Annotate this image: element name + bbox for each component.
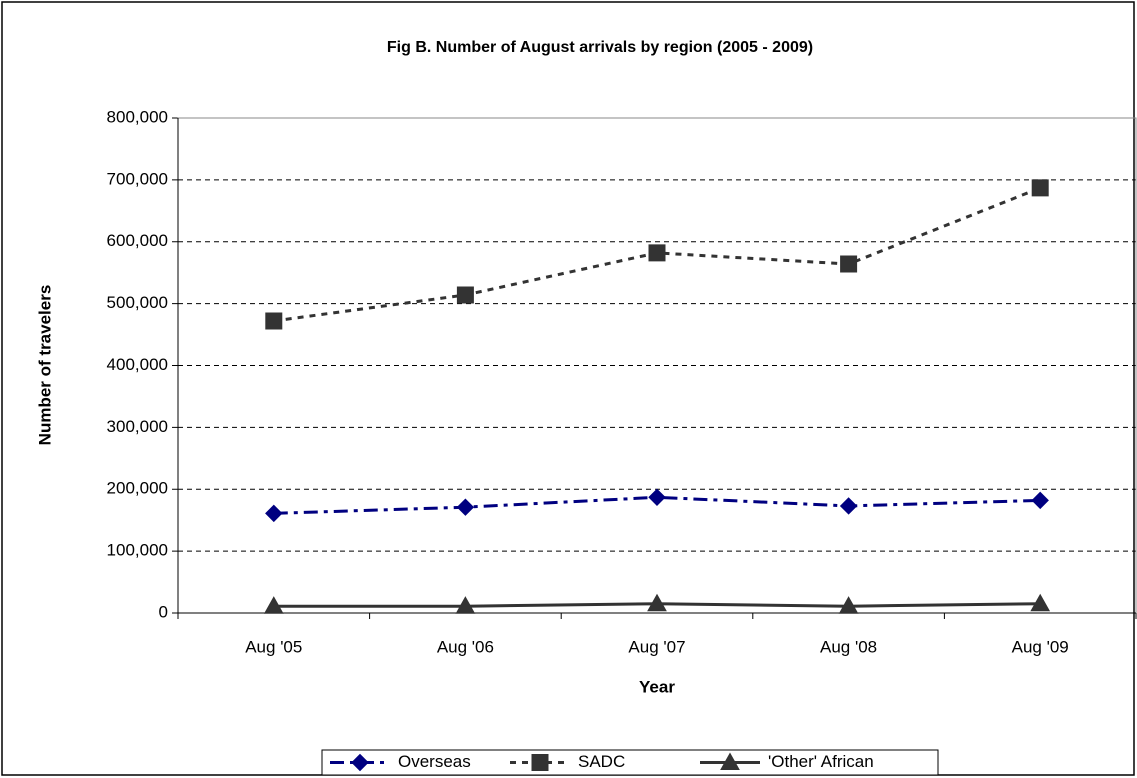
legend-label: 'Other' African [768, 752, 874, 771]
marker [838, 596, 859, 614]
marker [265, 504, 283, 523]
marker [1031, 179, 1049, 197]
x-tick-label: Aug '09 [1012, 637, 1069, 656]
y-tick-label: 100,000 [107, 541, 168, 560]
marker [456, 286, 474, 304]
y-tick-label: 600,000 [107, 231, 168, 250]
marker [1030, 593, 1051, 612]
y-tick-label: 0 [159, 602, 168, 621]
y-tick-label: 400,000 [107, 355, 168, 374]
marker [648, 244, 666, 262]
marker [839, 497, 858, 515]
marker [263, 596, 284, 614]
chart-title: Fig B. Number of August arrivals by regi… [387, 39, 813, 56]
x-tick-label: Aug '06 [437, 637, 494, 656]
marker [840, 255, 858, 273]
y-tick-label: 700,000 [107, 169, 168, 188]
marker [1031, 491, 1049, 510]
marker [351, 753, 369, 772]
x-tick-label: Aug '05 [245, 637, 302, 656]
legend-marker [351, 753, 369, 772]
marker [531, 754, 549, 771]
marker [720, 752, 740, 770]
y-tick-label: 200,000 [107, 479, 168, 498]
x-axis-label: Year [639, 677, 675, 696]
marker [265, 312, 283, 330]
x-tick-label: Aug '07 [628, 637, 685, 656]
legend-label: SADC [578, 752, 625, 771]
marker [455, 596, 476, 614]
marker [647, 593, 667, 612]
marker [456, 498, 475, 516]
y-axis-label: Number of travelers [35, 285, 54, 446]
legend-label: Overseas [398, 752, 471, 771]
y-tick-label: 800,000 [107, 107, 168, 126]
y-tick-label: 500,000 [107, 293, 168, 312]
legend-marker [531, 754, 549, 771]
marker [648, 488, 666, 507]
y-tick-label: 300,000 [107, 417, 168, 436]
legend-box [321, 749, 939, 776]
legend-marker [720, 752, 740, 770]
x-tick-label: Aug '08 [820, 637, 877, 656]
